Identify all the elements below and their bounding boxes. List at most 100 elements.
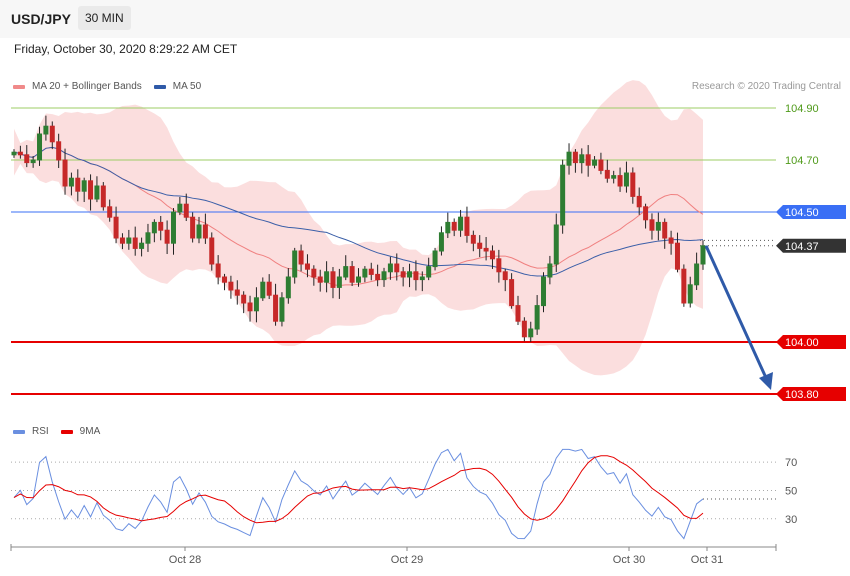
- candle-body: [62, 159, 68, 187]
- candle-body: [528, 328, 534, 338]
- candle-body: [37, 133, 43, 161]
- candle: [100, 182, 106, 211]
- candle-body: [553, 224, 559, 265]
- candle: [509, 273, 515, 309]
- candle: [585, 145, 591, 177]
- candle-body: [190, 216, 196, 239]
- candle-body: [668, 237, 674, 244]
- candle-body: [387, 263, 393, 273]
- legend-label-rsi: RSI: [32, 426, 49, 437]
- candle: [170, 208, 176, 255]
- candle-body: [560, 164, 566, 226]
- candle-body: [317, 276, 323, 283]
- candle-body: [381, 271, 387, 281]
- candle: [700, 240, 706, 270]
- candle: [368, 262, 374, 281]
- candle: [285, 268, 291, 304]
- candle: [560, 159, 566, 234]
- candles: [11, 115, 706, 343]
- price-label-text: 104.70: [785, 155, 819, 167]
- candle: [228, 275, 234, 299]
- rsi-line: [13, 448, 704, 540]
- candle-body: [298, 250, 304, 265]
- candle: [483, 237, 489, 261]
- candle-body: [81, 180, 87, 192]
- candle: [400, 267, 406, 287]
- price-label-103-80: 103.80: [776, 387, 846, 401]
- candle: [43, 115, 49, 141]
- candle-body: [292, 250, 298, 278]
- candle-body: [623, 172, 629, 187]
- legend-swatch-bollinger: [13, 84, 25, 89]
- candle-body: [400, 271, 406, 278]
- candle-body: [566, 151, 572, 166]
- candle-body: [88, 180, 94, 200]
- candle-body: [177, 203, 183, 213]
- candle-body: [643, 206, 649, 221]
- candle-body: [674, 242, 680, 270]
- candle-body: [547, 263, 553, 278]
- candle-body: [502, 271, 508, 281]
- candle-body: [611, 175, 617, 179]
- price-label-104-90: 104.90: [785, 103, 819, 115]
- candle: [534, 295, 540, 335]
- candle: [528, 321, 534, 343]
- candle: [662, 218, 668, 249]
- candle-body: [126, 237, 132, 244]
- x-axis-label: Oct 30: [613, 554, 645, 566]
- candle: [489, 245, 495, 269]
- legend-swatch-rsi: [13, 429, 25, 434]
- candle: [451, 218, 457, 237]
- candle: [617, 167, 623, 192]
- candle-body: [509, 279, 515, 307]
- candle: [477, 235, 483, 258]
- candle: [247, 295, 253, 322]
- candle: [572, 149, 578, 173]
- candle: [592, 156, 598, 169]
- candle-body: [617, 175, 623, 187]
- candle: [407, 263, 413, 288]
- candle-body: [515, 305, 521, 322]
- candle-body: [630, 172, 636, 197]
- candle-body: [119, 237, 125, 244]
- candle: [241, 291, 247, 314]
- candle-body: [534, 305, 540, 330]
- legend-label-ma50: MA 50: [172, 81, 202, 92]
- price-label-104-70: 104.70: [785, 155, 819, 167]
- candle-body: [681, 268, 687, 304]
- candle-body: [202, 224, 208, 239]
- candle-body: [687, 284, 693, 304]
- candle-body: [649, 219, 655, 231]
- rsi-tick-label: 30: [785, 514, 797, 526]
- candle-body: [636, 195, 642, 208]
- price-label-text: 104.00: [785, 337, 819, 349]
- candle-body: [247, 302, 253, 312]
- timeframe-button[interactable]: 30 MIN: [78, 6, 131, 30]
- candle-body: [183, 203, 189, 218]
- price-label-bg: [776, 238, 846, 253]
- candle-body: [375, 273, 381, 281]
- candle-body: [356, 276, 361, 283]
- candle: [139, 237, 145, 257]
- candle: [470, 230, 476, 252]
- legend-item-bollinger: MA 20 + Bollinger Bands: [13, 81, 142, 92]
- candle: [515, 295, 521, 326]
- candle: [151, 219, 157, 243]
- candle: [362, 266, 368, 283]
- candle: [298, 244, 304, 272]
- candle-body: [215, 263, 221, 278]
- candle-body: [330, 271, 336, 288]
- candle-body: [464, 216, 470, 236]
- candle-body: [521, 320, 527, 338]
- candle: [381, 267, 387, 287]
- candle-body: [368, 268, 374, 275]
- bollinger-band-area: [14, 80, 703, 376]
- forecast-arrow-head: [759, 372, 773, 390]
- timestamp: Friday, October 30, 2020 8:29:22 AM CET: [14, 42, 238, 56]
- candle: [145, 223, 151, 252]
- candle: [687, 276, 693, 308]
- candle: [311, 265, 317, 286]
- candle: [126, 229, 132, 250]
- candle-body: [253, 297, 259, 312]
